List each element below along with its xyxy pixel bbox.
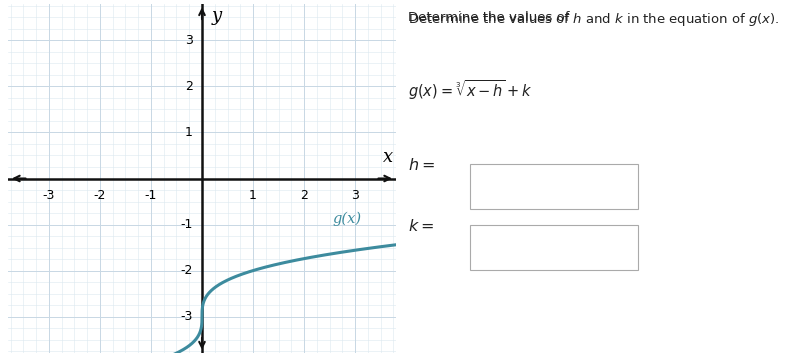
FancyBboxPatch shape xyxy=(470,225,638,270)
Text: 2: 2 xyxy=(300,188,308,202)
Text: Determine the values of: Determine the values of xyxy=(408,11,574,24)
Text: 1: 1 xyxy=(185,126,193,139)
Text: x: x xyxy=(383,147,394,166)
Text: y: y xyxy=(211,7,222,25)
Text: 3: 3 xyxy=(185,34,193,47)
Text: -2: -2 xyxy=(94,188,106,202)
Text: -3: -3 xyxy=(181,310,193,323)
Text: 2: 2 xyxy=(185,80,193,93)
Text: -2: -2 xyxy=(181,264,193,277)
Text: -3: -3 xyxy=(42,188,55,202)
Text: 1: 1 xyxy=(249,188,257,202)
Text: Determine the values of $h$ and $k$ in the equation of $g(x)$.: Determine the values of $h$ and $k$ in t… xyxy=(408,11,780,28)
Text: -1: -1 xyxy=(145,188,157,202)
FancyBboxPatch shape xyxy=(470,164,638,209)
Text: -1: -1 xyxy=(181,218,193,231)
Text: g(x): g(x) xyxy=(332,212,362,226)
Text: $h =$: $h =$ xyxy=(408,157,435,174)
Text: 3: 3 xyxy=(351,188,359,202)
Text: $g(x) = \sqrt[3]{x-h}+k$: $g(x) = \sqrt[3]{x-h}+k$ xyxy=(408,79,533,102)
Text: $k =$: $k =$ xyxy=(408,218,434,235)
